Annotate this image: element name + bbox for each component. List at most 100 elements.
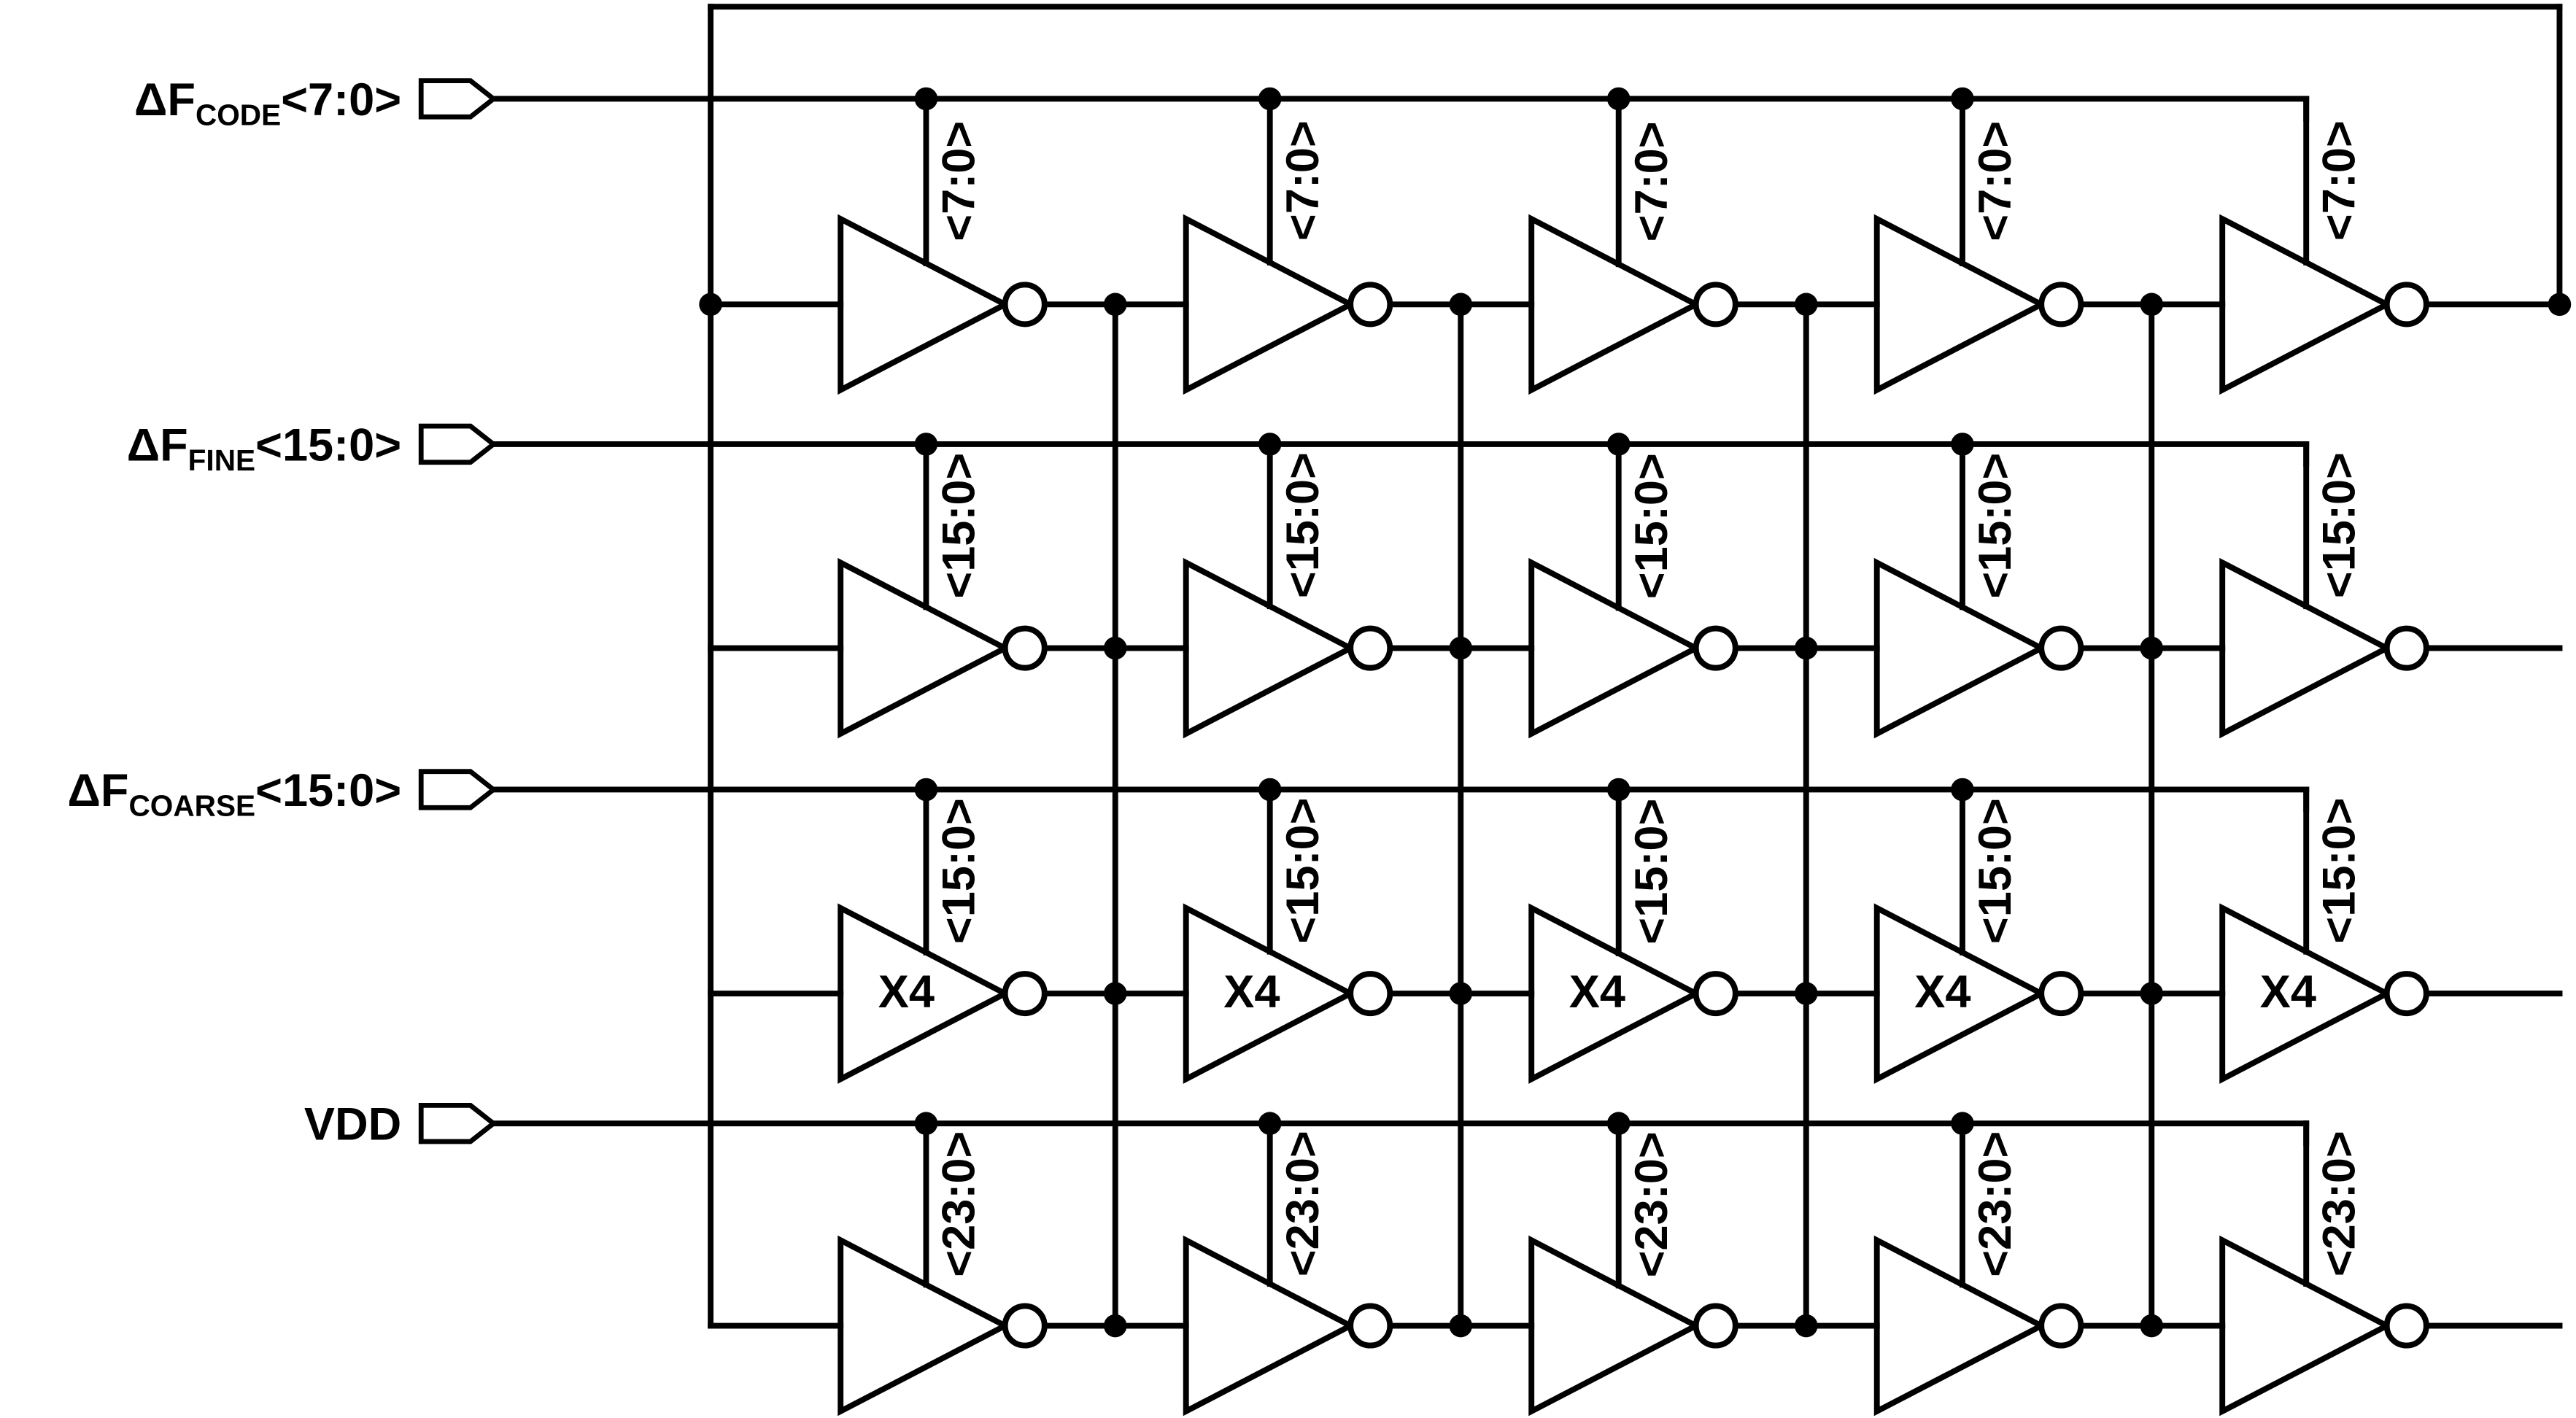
junction-dot <box>2140 982 2164 1005</box>
inverter-triangle <box>2219 903 2394 1084</box>
inverter-bubble <box>1002 282 1048 328</box>
inverter-bubble <box>1002 971 1048 1017</box>
gain-label: X4 <box>1569 966 1625 1018</box>
port-label: ΔFFINE<15:0> <box>127 420 401 478</box>
inverter-triangle <box>1528 557 1703 739</box>
control-bits-label: <15:0> <box>1277 452 1328 598</box>
inverter-array: <7:0> <7:0> <7:0> <7:0> <7:0> <15:0> <15:0> <15… <box>838 120 2429 1417</box>
control-bits-label: <23:0> <box>2313 1131 2364 1276</box>
port-label-bus: <7:0> <box>281 74 401 125</box>
gain-label: X4 <box>878 966 935 1018</box>
gain-label: X4 <box>2260 966 2316 1018</box>
junction-dot <box>1449 292 1473 317</box>
junction-dot <box>1449 982 1473 1005</box>
inverter-triangle <box>1183 557 1357 739</box>
input-port-icon <box>418 78 498 120</box>
junction-dot <box>1103 636 1127 660</box>
control-bits-label: <23:0> <box>1626 1131 1677 1277</box>
control-bits-label: <15:0> <box>1970 798 2021 944</box>
input-port-icon <box>418 769 498 810</box>
junction-dot <box>1794 636 1818 660</box>
control-bits-label: <15:0> <box>1626 799 1677 945</box>
inverter-triangle <box>838 1235 1012 1417</box>
port-label-main: ΔF <box>134 74 196 125</box>
junction-dot <box>1449 636 1473 660</box>
inverter-bubble <box>1347 1303 1393 1349</box>
inverter-bubble <box>2038 1303 2084 1349</box>
control-bits-label: <7:0> <box>934 121 985 241</box>
junction-dot <box>2140 636 2164 660</box>
inverter-triangle <box>2219 1235 2394 1417</box>
port-label: ΔFCOARSE<15:0> <box>68 765 402 823</box>
control-bits-label: <15:0> <box>1970 453 2021 599</box>
port-label-subscript: COARSE <box>128 789 255 823</box>
junction-dot <box>1103 292 1127 317</box>
control-bits-label: <7:0> <box>1626 121 1677 241</box>
port-label: ΔFCODE<7:0> <box>134 74 401 132</box>
inverter-bubble <box>1347 971 1393 1017</box>
junction-dot <box>1103 1314 1127 1338</box>
inverter-bubble <box>2038 971 2084 1017</box>
port-label: VDD <box>304 1099 401 1150</box>
inverter-triangle <box>838 903 1012 1084</box>
junction-dot <box>1103 982 1127 1005</box>
inverter-triangle <box>1873 1235 2048 1417</box>
inverter-triangle <box>1873 557 2048 739</box>
inverter-triangle <box>2219 214 2394 395</box>
control-bits-label: <15:0> <box>2313 798 2364 944</box>
inverter-bubble <box>2383 971 2429 1017</box>
inverter-bubble <box>1347 282 1393 328</box>
junction-dot <box>1794 1314 1818 1338</box>
control-bits-label: <15:0> <box>934 798 985 944</box>
wiring <box>490 4 2572 1338</box>
inverter-bubble <box>2038 282 2084 328</box>
port-label-subscript: FINE <box>188 443 255 477</box>
inverter-triangle <box>1183 214 1357 395</box>
control-bits-label: <15:0> <box>934 453 985 599</box>
inverter-bubble <box>1347 625 1393 671</box>
gain-label: X4 <box>1223 966 1280 1018</box>
control-bits-label: <23:0> <box>934 1131 985 1277</box>
inverter-bubble <box>1693 282 1738 328</box>
inverter-bubble <box>2038 625 2084 671</box>
inverter-bubble <box>2383 625 2429 671</box>
port-label-main: ΔF <box>127 420 188 471</box>
control-bits-label: <23:0> <box>1970 1131 2021 1277</box>
port-label-bus: <15:0> <box>255 765 401 816</box>
junction-dot <box>2140 292 2164 317</box>
junction-dot <box>1794 982 1818 1005</box>
inverter-triangle <box>1528 903 1703 1084</box>
inverter-triangle <box>838 214 1012 395</box>
junction-dot <box>1794 292 1818 317</box>
junction-dot <box>1449 1314 1473 1338</box>
port-label-subscript: CODE <box>196 98 281 132</box>
inverter-triangle <box>838 557 1012 739</box>
inverter-triangle <box>1528 214 1703 395</box>
inverter-bubble <box>1002 1303 1048 1349</box>
inverter-bubble <box>1002 625 1048 671</box>
control-bits-label: <15:0> <box>1277 798 1328 944</box>
inverter-triangle <box>1183 903 1357 1084</box>
port-label-bus: <15:0> <box>255 420 401 471</box>
control-bits-label: <23:0> <box>1277 1131 1328 1276</box>
inverter-bubble <box>1693 625 1738 671</box>
control-bits-label: <15:0> <box>1626 453 1677 599</box>
control-bits-label: <7:0> <box>2313 120 2364 241</box>
input-port-icon <box>418 1103 498 1144</box>
control-bits-label: <7:0> <box>1970 121 2021 241</box>
inverter-triangle <box>1873 903 2048 1084</box>
inverter-bubble <box>1693 971 1738 1017</box>
inverter-bubble <box>2383 1303 2429 1349</box>
input-port-icon <box>418 423 498 465</box>
port-label-main: VDD <box>304 1099 401 1150</box>
control-bits-label: <15:0> <box>2313 452 2364 598</box>
gain-label: X4 <box>1914 966 1970 1018</box>
control-bits-label: <7:0> <box>1277 120 1328 241</box>
inverter-triangle <box>1183 1235 1357 1417</box>
inverter-triangle <box>1873 214 2048 395</box>
port-label-main: ΔF <box>68 765 129 816</box>
inverter-triangle <box>2219 557 2394 739</box>
junction-dot <box>2140 1314 2164 1338</box>
inverter-triangle <box>1528 1235 1703 1417</box>
